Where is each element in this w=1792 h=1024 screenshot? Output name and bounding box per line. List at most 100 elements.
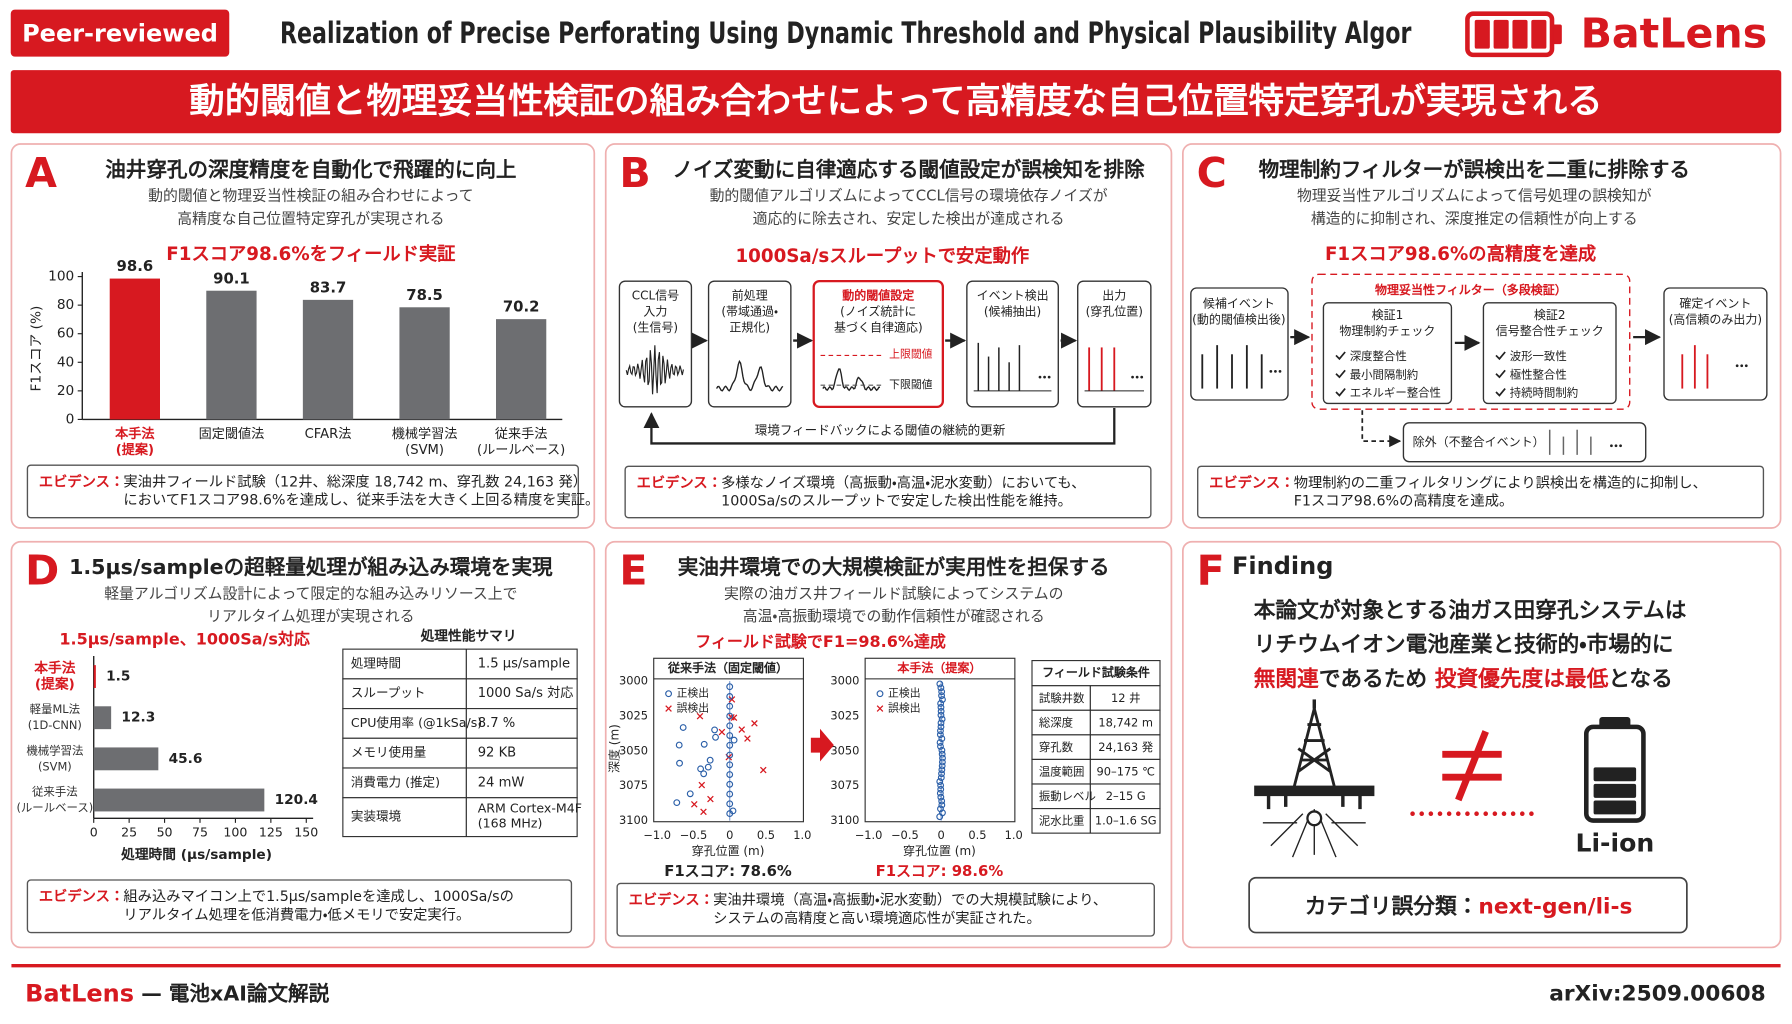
dotted-link <box>1428 811 1434 816</box>
panel-letter: A <box>25 149 57 197</box>
detection-false <box>738 726 746 733</box>
evidence-label: エビデンス： <box>629 891 714 909</box>
detection-true <box>726 741 734 749</box>
flow-step-text: (候補抽出) <box>984 304 1041 318</box>
flow-step-text: 動的閾値設定 <box>842 287 914 302</box>
detection-true <box>938 766 946 774</box>
check <box>1495 388 1506 397</box>
brand-icon <box>1512 19 1528 49</box>
detection-true <box>711 726 719 734</box>
dotted-link <box>1446 811 1452 816</box>
detection-true <box>726 732 734 739</box>
detection-true <box>937 719 945 727</box>
flow-step <box>812 280 944 408</box>
panel-subtitle: 高精度な自己位置特定穿孔が実現される <box>177 209 444 227</box>
y-tick-label: 3100 <box>619 813 648 827</box>
table-cell: 処理時間 <box>351 655 401 670</box>
detection-true <box>726 683 734 691</box>
table-cell: 1.0–1.6 SG <box>1095 814 1157 828</box>
dotted-link <box>1465 811 1470 816</box>
flow-step-text: イベント検出 <box>977 288 1049 302</box>
panel-letter: E <box>619 547 647 595</box>
legend-label: 正検出 <box>888 686 921 700</box>
detection-true <box>726 712 734 720</box>
flow-step <box>707 280 792 408</box>
y-tick-label: 60 <box>57 326 74 342</box>
detection-true <box>938 735 946 743</box>
detection-true <box>726 790 734 798</box>
ellipsis-dot <box>1038 375 1042 379</box>
dotted-link <box>1501 811 1507 816</box>
panel-subtitle: 構造的に抑制され、深度推定の信頼性が向上する <box>1311 209 1638 227</box>
footer-brand: BatLens — 電池xAI論文解説 <box>25 979 329 1007</box>
evidence-box <box>616 882 1155 937</box>
detection-true <box>938 692 945 700</box>
category-label: 機械学習法 <box>392 426 458 442</box>
table-row <box>342 708 578 739</box>
stage-item: 波形一致性 <box>1510 349 1567 363</box>
legend-label: 誤検出 <box>677 701 710 715</box>
detection-false <box>718 728 726 736</box>
evidence-label: エビデンス： <box>1209 473 1294 491</box>
detection-true <box>726 800 734 808</box>
oil-rig <box>1292 708 1337 789</box>
detection-true <box>939 696 946 703</box>
detection-true <box>675 741 683 749</box>
badge <box>10 9 230 57</box>
y-tick-label: 3000 <box>830 674 859 688</box>
ellipsis-dot <box>1614 444 1618 448</box>
stage-item: 持続時間制約 <box>1510 386 1578 400</box>
detection-true <box>726 693 734 700</box>
oil-rig <box>1262 809 1366 858</box>
brand-icon <box>1531 19 1547 49</box>
detection-false <box>700 808 707 816</box>
detection-true <box>937 742 944 750</box>
footer-ref: arXiv:2509.00608 <box>1549 981 1766 1006</box>
x-tick-label: −0.5 <box>680 828 708 842</box>
panel-subtitle: 動的閾値アルゴリズムによってCCL信号の環境依存ノイズが <box>710 187 1108 205</box>
y-tick-label: 3025 <box>619 709 648 723</box>
detection-true <box>937 785 945 793</box>
category-value: next-gen/li-s <box>1478 894 1632 919</box>
not-equal <box>1442 730 1502 802</box>
ellipsis-dot <box>1043 375 1046 379</box>
evidence-text: 組み込みマイコン上で1.5μs/sampleを達成し、1000Sa/sの <box>123 888 513 905</box>
evidence-text: F1スコア98.6%の高精度を達成。 <box>1294 493 1514 510</box>
bar <box>302 299 354 420</box>
detection-true <box>673 799 681 807</box>
oil-rig <box>1266 795 1362 810</box>
x-tick-label: −1.0 <box>855 828 883 842</box>
table-cell: スループット <box>351 685 426 700</box>
table-cell: (168 MHz) <box>478 816 543 831</box>
value-label: 120.4 <box>275 792 318 808</box>
dotted-link <box>1483 811 1488 816</box>
table-row <box>1031 758 1161 785</box>
table-cell: 24 mW <box>478 775 525 790</box>
detection-true <box>937 684 945 692</box>
icon-label: Li-ion <box>1575 829 1654 858</box>
dotted-link <box>1492 811 1498 816</box>
banner <box>10 70 1782 134</box>
battery-icon <box>1593 783 1637 798</box>
flow-step-text: 前処理 <box>732 287 768 302</box>
detection-true <box>726 810 734 818</box>
detection-true <box>726 702 734 710</box>
brand-icon <box>1552 24 1562 45</box>
y-tick-label: 3025 <box>830 709 859 723</box>
plot-title: 本手法（提案） <box>896 660 981 675</box>
check <box>1495 351 1506 361</box>
detection-true <box>939 754 946 762</box>
ellipsis-dot <box>1135 375 1139 379</box>
ellipsis-dot <box>1131 375 1134 379</box>
threshold-label: 下限閾値 <box>889 378 933 391</box>
flow-step <box>1077 280 1152 408</box>
table-cell: 試験井数 <box>1039 691 1085 705</box>
stage-title: 物理制約チェック <box>1339 323 1435 338</box>
category-label: 本手法 <box>114 425 155 442</box>
table-cell: 実装環境 <box>351 809 402 824</box>
detection-true <box>937 723 945 731</box>
evidence-text: 1000Sa/sのスループットで安定した検出性能を維持。 <box>721 493 1072 510</box>
stage-title: 信号整合性チェック <box>1496 324 1604 338</box>
filter-title: 物理妥当性フィルター（多段検証） <box>1375 282 1567 297</box>
